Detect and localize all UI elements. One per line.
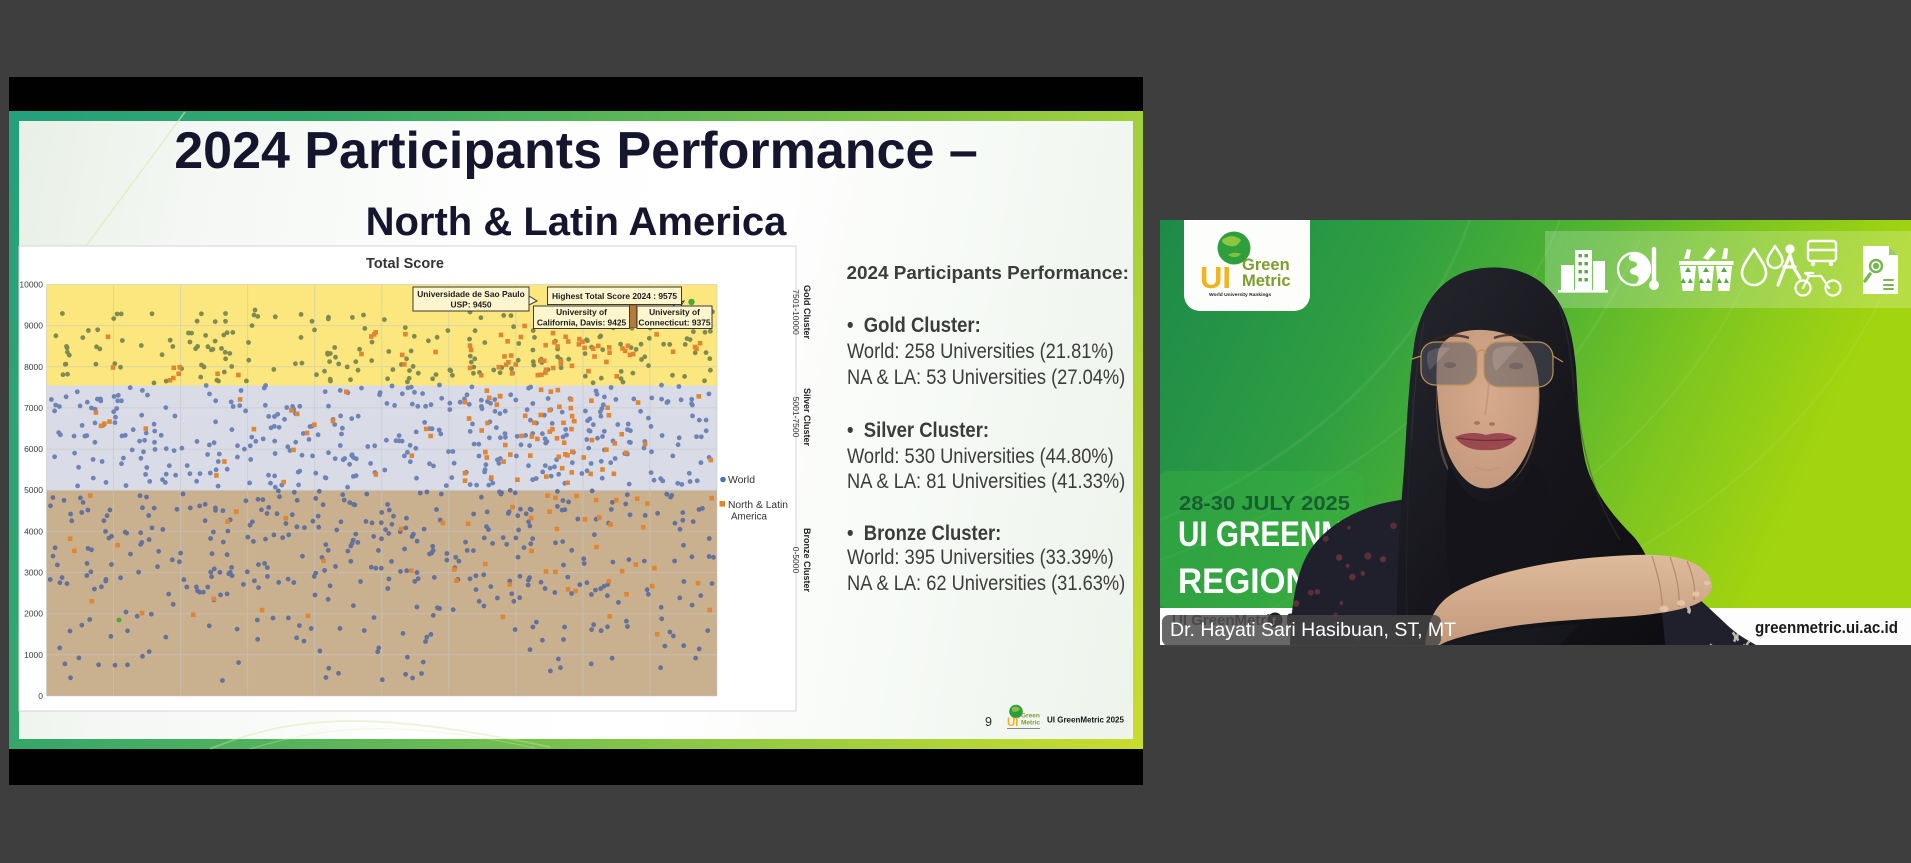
svg-text:Gold Cluster: Gold Cluster (802, 285, 812, 340)
svg-text:North & Latin: North & Latin (728, 500, 788, 511)
svg-text:Connecticut: 9375: Connecticut: 9375 (638, 318, 710, 328)
svg-text:Metric: Metric (1021, 720, 1041, 727)
svg-text:9: 9 (985, 715, 992, 729)
svg-text:Highest Total Score 2024 : 957: Highest Total Score 2024 : 9575 (552, 291, 677, 301)
svg-text:0-5000: 0-5000 (791, 547, 801, 574)
svg-text:UI: UI (1200, 260, 1231, 295)
svg-text:UI GreenMetric 2025: UI GreenMetric 2025 (1047, 716, 1124, 725)
svg-text:California, Davis: 9425: California, Davis: 9425 (537, 318, 627, 328)
svg-text:Green: Green (1021, 713, 1040, 720)
svg-text:10000: 10000 (19, 280, 43, 290)
svg-text:1000: 1000 (24, 650, 43, 660)
svg-text:7000: 7000 (24, 403, 43, 413)
svg-text:6000: 6000 (24, 444, 43, 454)
svg-text:World: World (728, 475, 755, 486)
svg-text:UI: UI (1007, 717, 1019, 729)
svg-text:28-30 JULY 2025: 28-30 JULY 2025 (1179, 493, 1350, 515)
svg-text:Bronze Cluster: Bronze Cluster (802, 528, 812, 593)
svg-text:Universidade de Sao Paulo: Universidade de Sao Paulo (417, 289, 525, 299)
svg-text:greenmetric.ui.ac.id: greenmetric.ui.ac.id (1755, 618, 1898, 637)
svg-text:3000: 3000 (24, 568, 43, 578)
svg-text:0: 0 (38, 691, 43, 701)
svg-text:4000: 4000 (24, 526, 43, 536)
svg-text:5000: 5000 (24, 485, 43, 495)
svg-text:University of: University of (556, 307, 607, 317)
svg-text:7501-10000: 7501-10000 (791, 289, 801, 335)
svg-text:America: America (731, 512, 767, 523)
svg-text:Total Score: Total Score (366, 256, 444, 272)
svg-text:5001-7500: 5001-7500 (791, 397, 801, 438)
svg-text:Silver Cluster: Silver Cluster (802, 388, 812, 447)
svg-text:World University Rankings: World University Rankings (1209, 292, 1271, 298)
svg-text:USP: 9450: USP: 9450 (451, 299, 492, 309)
svg-text:8000: 8000 (24, 362, 43, 372)
svg-text:University of: University of (649, 307, 700, 317)
svg-text:Metric: Metric (1242, 272, 1291, 290)
svg-text:Green: Green (1242, 256, 1290, 274)
svg-text:2000: 2000 (24, 609, 43, 619)
svg-text:9000: 9000 (24, 321, 43, 331)
